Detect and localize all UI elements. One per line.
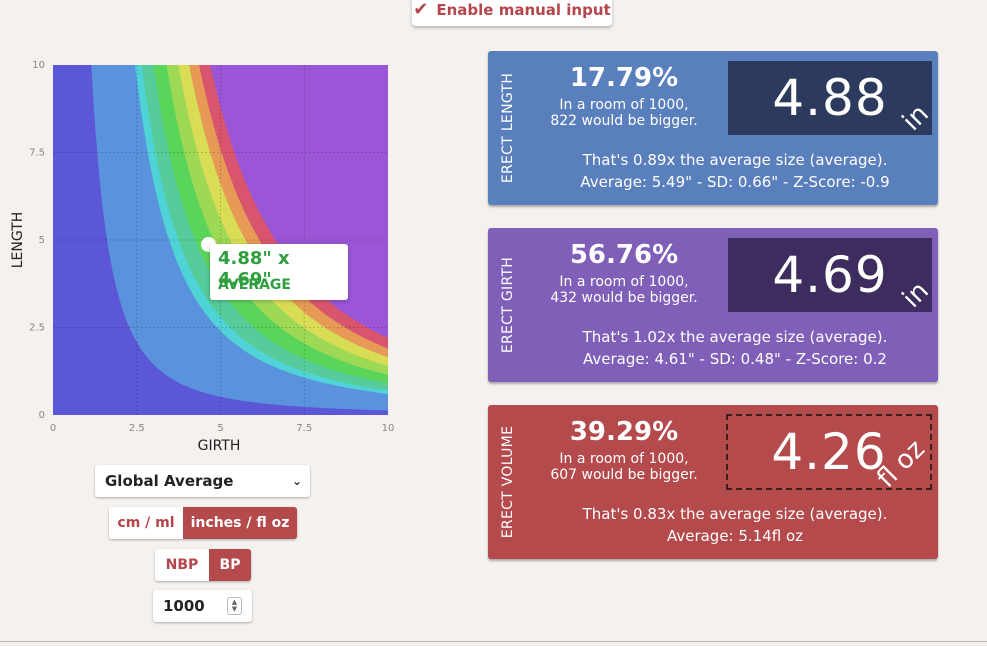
length-value: 4.88: [728, 61, 932, 135]
unit-imperial-button[interactable]: inches / fl oz: [183, 507, 297, 539]
erect-volume-panel: ERECT VOLUME 39.29% In a room of 1000, 6…: [488, 405, 938, 559]
ratio-text: That's 0.83x the average size (average).: [582, 505, 888, 523]
region-select-value: Global Average: [105, 472, 234, 490]
y-tick-label: 5: [39, 235, 45, 246]
erect-length-panel: ERECT LENGTH 17.79% In a room of 1000, 8…: [488, 51, 938, 205]
x-tick-label: 10: [382, 423, 395, 434]
y-axis-label: LENGTH: [10, 212, 26, 269]
mode-bp-button[interactable]: BP: [209, 549, 251, 581]
x-axis-label: GIRTH: [198, 438, 241, 454]
enable-manual-input-label: Enable manual input: [436, 1, 611, 19]
y-tick-label: 10: [32, 60, 45, 71]
chart-tooltip: 4.88" x 4.69" AVERAGE: [210, 244, 348, 300]
percentile: 39.29%: [569, 417, 679, 447]
volume-value: 4.26: [726, 414, 932, 490]
region-select[interactable]: Global Average ⌄: [95, 465, 310, 497]
check-icon: ✔: [413, 0, 429, 20]
sample-size-input[interactable]: 1000 ▲ ▼: [153, 590, 252, 622]
x-tick-label: 7.5: [296, 423, 312, 434]
spinner-icon[interactable]: ▲ ▼: [227, 597, 242, 615]
tooltip-dimensions: 4.88" x 4.69": [218, 248, 290, 290]
y-tick-label: 0: [39, 410, 45, 421]
x-tick-label: 5: [217, 423, 223, 434]
y-tick-label: 2.5: [29, 323, 45, 334]
chevron-down-icon: ⌄: [291, 474, 302, 488]
panel-title: ERECT VOLUME: [500, 425, 517, 539]
chart-heatmap: [53, 65, 388, 415]
tooltip-category: AVERAGE: [218, 277, 291, 293]
sample-size-value: 1000: [163, 597, 205, 615]
ratio-text: That's 0.89x the average size (average).: [582, 151, 888, 169]
percentile: 17.79%: [569, 63, 679, 93]
enable-manual-input-button[interactable]: ✔ Enable manual input: [412, 0, 612, 26]
x-tick-label: 2.5: [129, 423, 145, 434]
stats-text: Average: 5.14fl oz: [666, 527, 804, 545]
x-tick-label: 0: [50, 423, 56, 434]
bigger-text: 432 would be bigger.: [550, 290, 698, 306]
room-text: In a room of 1000,: [559, 451, 689, 467]
y-tick-label: 7.5: [29, 148, 45, 159]
panel-title: ERECT GIRTH: [500, 256, 517, 354]
mode-toggle: NBP BP: [155, 549, 251, 581]
unit-toggle: cm / ml inches / fl oz: [109, 507, 297, 539]
panel-title: ERECT LENGTH: [500, 72, 516, 184]
bigger-text: 822 would be bigger.: [550, 113, 698, 129]
percentile: 56.76%: [569, 240, 679, 270]
room-text: In a room of 1000,: [559, 97, 689, 113]
stats-text: Average: 4.61" - SD: 0.48" - Z-Score: 0.…: [583, 350, 887, 368]
unit-metric-button[interactable]: cm / ml: [109, 507, 183, 539]
girth-value: 4.69: [728, 238, 932, 312]
bigger-text: 607 would be bigger.: [550, 467, 698, 483]
stats-text: Average: 5.49" - SD: 0.66" - Z-Score: -0…: [580, 173, 890, 191]
erect-girth-panel: ERECT GIRTH 56.76% In a room of 1000, 43…: [488, 228, 938, 382]
ratio-text: That's 1.02x the average size (average).: [582, 328, 888, 346]
footer-divider: [0, 641, 987, 642]
mode-nbp-button[interactable]: NBP: [155, 549, 209, 581]
room-text: In a room of 1000,: [559, 274, 689, 290]
